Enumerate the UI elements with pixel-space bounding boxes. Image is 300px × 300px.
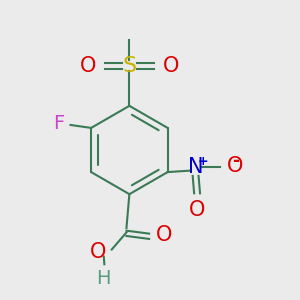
Text: O: O — [80, 56, 96, 76]
Text: O: O — [89, 242, 106, 262]
Text: +: + — [197, 155, 208, 168]
Text: N: N — [188, 157, 203, 177]
Text: O: O — [156, 225, 172, 245]
Text: H: H — [96, 269, 110, 288]
Text: O: O — [189, 200, 205, 220]
Text: -: - — [232, 152, 239, 169]
Text: O: O — [163, 56, 179, 76]
Text: O: O — [226, 157, 243, 176]
Text: S: S — [122, 56, 136, 76]
Text: F: F — [53, 114, 64, 133]
